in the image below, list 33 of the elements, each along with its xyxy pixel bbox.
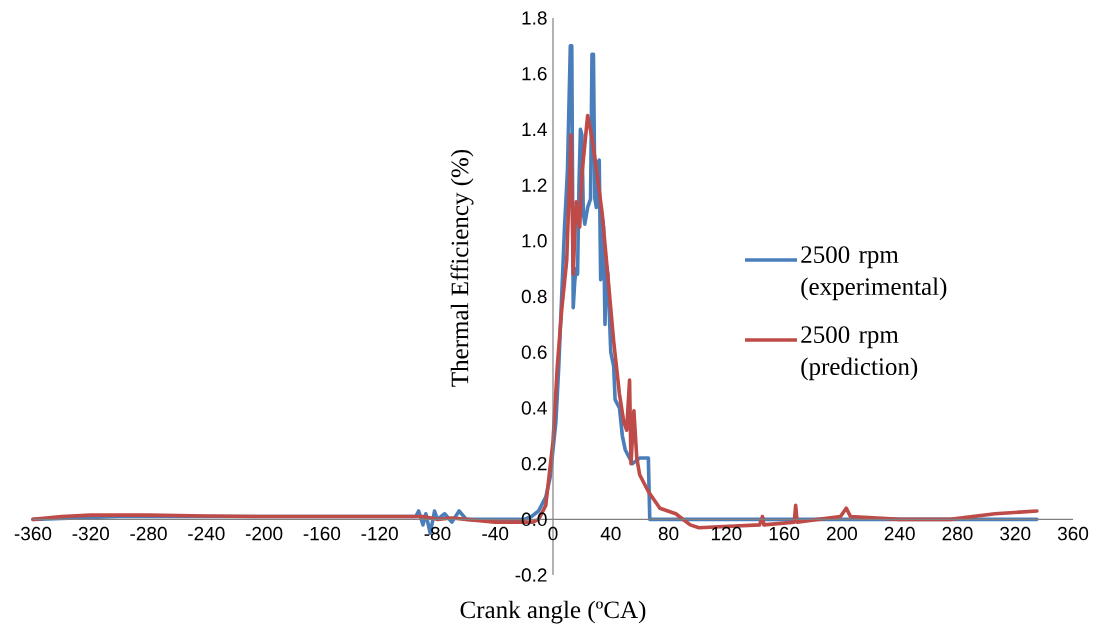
legend-label: 2500 rpm (prediction) [801,326,918,381]
x-tick-label: -40 [482,526,509,541]
x-tick-label: 120 [711,526,742,541]
y-tick-label: 1.8 [522,11,547,25]
x-tick-label: -280 [130,526,167,541]
y-tick-label: 0.4 [521,401,547,415]
x-tick-label: 0 [548,526,558,541]
x-tick-label: -320 [72,526,110,541]
x-axis-title: Crank angle (ºCA) [460,600,646,624]
x-tick-label: -360 [14,526,52,541]
y-tick-label: -0.2 [515,568,547,582]
y-axis-title: Thermal Efficiency (%) [450,149,474,387]
x-tick-label: 40 [600,526,621,541]
x-tick-label: -240 [188,526,225,541]
x-tick-label: -160 [303,526,341,541]
x-tick-label: 80 [658,526,679,541]
y-tick-label: 1.6 [522,66,547,81]
y-tick-label: 0.6 [521,345,547,359]
x-tick-label: 280 [942,526,973,541]
x-tick-label: 200 [827,526,857,541]
x-tick-label: 320 [1000,526,1031,541]
y-tick-label: 1.0 [522,234,547,248]
y-tick-label: 0.2 [521,456,547,471]
x-tick-label: 240 [884,526,915,541]
x-tick-label: 360 [1057,526,1089,541]
y-tick-label: 1.2 [522,178,547,192]
x-tick-label: -200 [245,526,283,541]
x-tick-label: 160 [769,526,800,541]
legend-label: 2500 rpm (experimental) [801,246,947,301]
y-tick-label: 1.4 [522,122,547,136]
y-tick-label: 0.8 [521,289,547,304]
x-tick-label: -80 [424,526,451,541]
x-tick-label: -120 [361,526,398,541]
